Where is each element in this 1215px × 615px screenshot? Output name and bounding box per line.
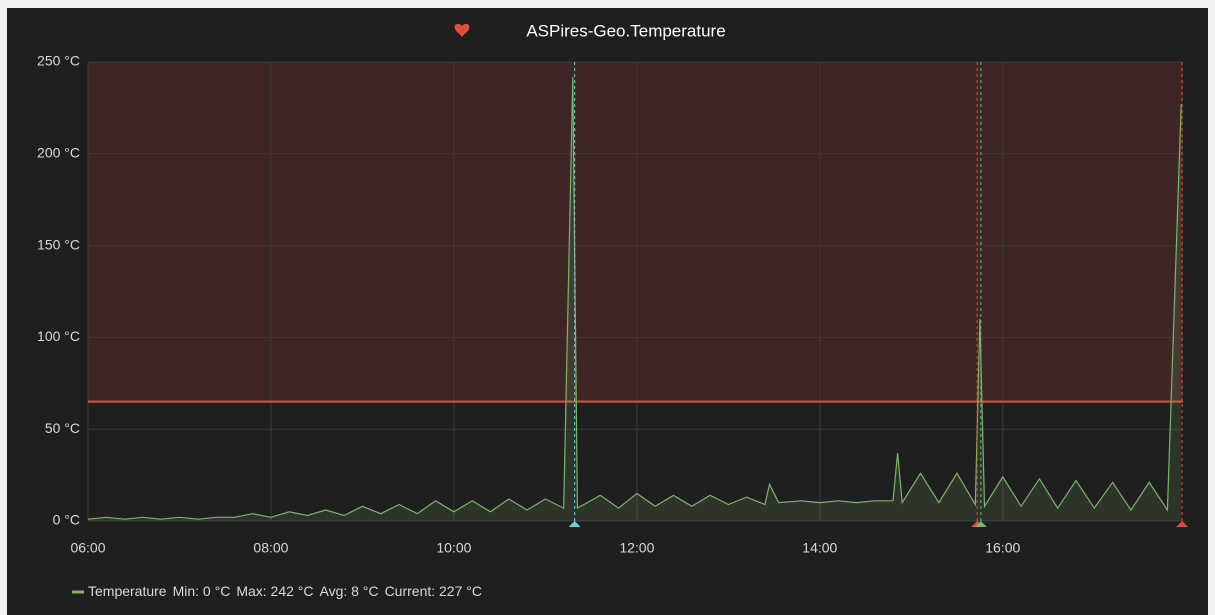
health-icon <box>454 23 470 37</box>
y-tick-label: 200 °C <box>37 145 80 161</box>
x-tick-label: 06:00 <box>70 540 105 556</box>
panel-title: ASPires-Geo.Temperature <box>526 21 725 40</box>
y-tick-label: 0 °C <box>53 512 80 528</box>
legend-name: Temperature <box>88 583 167 599</box>
legend-stat: Min: 0 °C <box>173 583 231 599</box>
legend: Temperature Min: 0 °C Max: 242 °C Avg: 8 °C… <box>88 583 482 599</box>
x-tick-label: 10:00 <box>436 540 471 556</box>
legend-stat: Avg: 8 °C <box>320 583 379 599</box>
x-tick-label: 12:00 <box>619 540 654 556</box>
legend-stat: Current: 227 °C <box>385 583 482 599</box>
y-tick-label: 50 °C <box>45 420 80 436</box>
series-line <box>87 76 1182 520</box>
y-tick-label: 100 °C <box>37 328 80 344</box>
panel-background <box>7 8 1208 615</box>
threshold-region <box>88 62 1183 402</box>
y-tick-label: 150 °C <box>37 236 80 252</box>
x-tick-label: 14:00 <box>802 540 837 556</box>
annotation-marker <box>1176 521 1189 527</box>
annotation-marker <box>568 521 581 527</box>
legend-stat: Max: 242 °C <box>236 583 313 599</box>
annotation-marker <box>974 521 987 527</box>
x-tick-label: 08:00 <box>253 540 288 556</box>
y-tick-label: 250 °C <box>37 53 80 69</box>
x-tick-label: 16:00 <box>985 540 1020 556</box>
